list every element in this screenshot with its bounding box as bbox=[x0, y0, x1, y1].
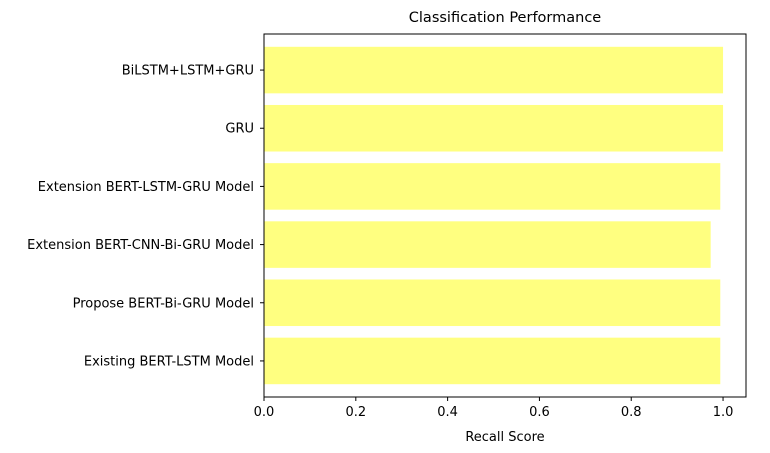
plot-bars bbox=[264, 46, 724, 385]
y-tick-label: BiLSTM+LSTM+GRU bbox=[122, 64, 254, 79]
x-axis: 0.0 0.2 0.4 0.6 0.8 1.0 bbox=[254, 397, 734, 420]
chart-title: Classification Performance bbox=[409, 10, 602, 26]
x-axis-label: Recall Score bbox=[465, 430, 544, 445]
bar-1 bbox=[264, 337, 721, 385]
y-axis: Existing BERT-LSTM Model Propose BERT-Bi-… bbox=[27, 64, 264, 369]
y-tick-label: Existing BERT-LSTM Model bbox=[84, 354, 254, 369]
y-tick-label: Propose BERT-Bi-GRU Model bbox=[73, 296, 254, 311]
x-tick-label: 0.0 bbox=[254, 405, 275, 420]
bar-2 bbox=[264, 279, 721, 327]
y-tick-label: Extension BERT-CNN-Bi-GRU Model bbox=[27, 238, 254, 253]
bar-3 bbox=[264, 221, 711, 268]
plot-frame bbox=[263, 33, 747, 398]
bar-5 bbox=[264, 104, 724, 152]
x-tick-label: 0.8 bbox=[621, 405, 642, 420]
x-tick-label: 0.6 bbox=[529, 405, 550, 420]
bar-4 bbox=[264, 163, 721, 210]
x-tick-label: 1.0 bbox=[713, 405, 734, 420]
bar-6 bbox=[264, 46, 724, 94]
x-tick-label: 0.4 bbox=[437, 405, 458, 420]
y-tick-label: GRU bbox=[225, 122, 254, 137]
x-tick-label: 0.2 bbox=[345, 405, 366, 420]
y-tick-label: Extension BERT-LSTM-GRU Model bbox=[38, 180, 254, 195]
